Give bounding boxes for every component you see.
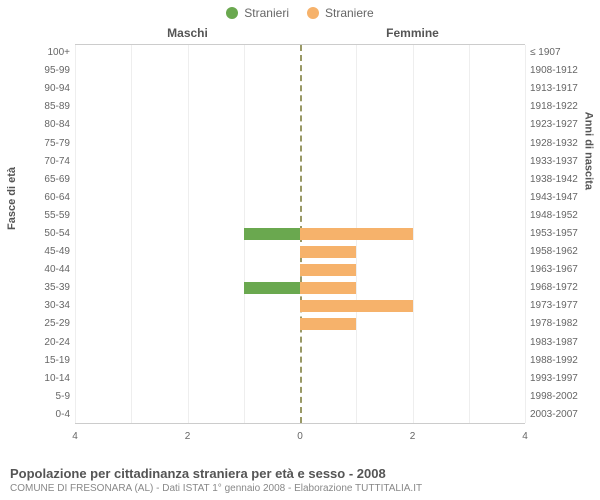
y-label-birth: 1948-1952 xyxy=(530,210,590,221)
y-label-age: 85-89 xyxy=(20,101,70,112)
table-row xyxy=(75,135,525,153)
y-label-age: 95-99 xyxy=(20,65,70,76)
y-label-age: 10-14 xyxy=(20,373,70,384)
y-label-age: 55-59 xyxy=(20,210,70,221)
legend-item-female: Straniere xyxy=(307,6,374,20)
bar-female xyxy=(300,264,356,276)
y-label-birth: 1933-1937 xyxy=(530,156,590,167)
y-label-birth: 1983-1987 xyxy=(530,337,590,348)
y-label-age: 50-54 xyxy=(20,228,70,239)
y-label-age: 15-19 xyxy=(20,355,70,366)
y-label-birth: 1993-1997 xyxy=(530,373,590,384)
y-label-birth: 1968-1972 xyxy=(530,282,590,293)
plot-area xyxy=(75,44,525,424)
bar-female xyxy=(300,318,356,330)
y-label-age: 5-9 xyxy=(20,391,70,402)
table-row xyxy=(75,369,525,387)
legend-label-female: Straniere xyxy=(325,6,374,20)
table-row xyxy=(75,45,525,63)
caption: Popolazione per cittadinanza straniera p… xyxy=(10,466,422,494)
y-label-age: 40-44 xyxy=(20,264,70,275)
table-row xyxy=(75,333,525,351)
y-label-age: 100+ xyxy=(20,47,70,58)
table-row xyxy=(75,351,525,369)
y-label-age: 35-39 xyxy=(20,282,70,293)
header-female: Femmine xyxy=(300,26,525,40)
y-label-birth: 2003-2007 xyxy=(530,409,590,420)
table-row xyxy=(75,189,525,207)
table-row xyxy=(75,315,525,333)
y-label-age: 90-94 xyxy=(20,83,70,94)
column-headers: Maschi Femmine xyxy=(75,26,525,40)
y-label-age: 65-69 xyxy=(20,174,70,185)
table-row xyxy=(75,171,525,189)
table-row xyxy=(75,261,525,279)
y-label-age: 30-34 xyxy=(20,300,70,311)
table-row xyxy=(75,405,525,423)
table-row xyxy=(75,117,525,135)
y-label-birth: 1908-1912 xyxy=(530,65,590,76)
y-label-age: 45-49 xyxy=(20,246,70,257)
x-tick: 2 xyxy=(410,431,416,442)
table-row xyxy=(75,279,525,297)
y-label-birth: 1988-1992 xyxy=(530,355,590,366)
y-label-age: 60-64 xyxy=(20,192,70,203)
y-label-age: 75-79 xyxy=(20,138,70,149)
bar-female xyxy=(300,282,356,294)
table-row xyxy=(75,225,525,243)
y-label-birth: 1913-1917 xyxy=(530,83,590,94)
y-label-age: 25-29 xyxy=(20,318,70,329)
y-label-age: 0-4 xyxy=(20,409,70,420)
caption-title: Popolazione per cittadinanza straniera p… xyxy=(10,466,422,481)
legend-label-male: Stranieri xyxy=(244,6,289,20)
y-label-birth: 1953-1957 xyxy=(530,228,590,239)
header-male: Maschi xyxy=(75,26,300,40)
y-label-birth: 1918-1922 xyxy=(530,101,590,112)
x-tick: 4 xyxy=(72,431,78,442)
y-label-birth: 1958-1962 xyxy=(530,246,590,257)
y-label-age: 20-24 xyxy=(20,337,70,348)
legend: Stranieri Straniere xyxy=(0,0,600,20)
bar-male xyxy=(244,228,300,240)
y-label-birth: 1923-1927 xyxy=(530,119,590,130)
table-row xyxy=(75,387,525,405)
legend-swatch-female xyxy=(307,7,319,19)
population-pyramid-chart: Stranieri Straniere Maschi Femmine Fasce… xyxy=(0,0,600,500)
x-tick: 4 xyxy=(522,431,528,442)
y-label-age: 70-74 xyxy=(20,156,70,167)
x-tick: 0 xyxy=(297,431,303,442)
bar-female xyxy=(300,300,413,312)
y-label-birth: 1928-1932 xyxy=(530,138,590,149)
table-row xyxy=(75,99,525,117)
bar-male xyxy=(244,282,300,294)
axis-title-left: Fasce di età xyxy=(6,167,18,230)
y-label-age: 80-84 xyxy=(20,119,70,130)
table-row xyxy=(75,153,525,171)
legend-item-male: Stranieri xyxy=(226,6,289,20)
y-label-birth: 1973-1977 xyxy=(530,300,590,311)
caption-subtitle: COMUNE DI FRESONARA (AL) - Dati ISTAT 1°… xyxy=(10,483,422,494)
y-label-birth: 1943-1947 xyxy=(530,192,590,203)
bar-female xyxy=(300,246,356,258)
y-label-birth: ≤ 1907 xyxy=(530,47,590,58)
table-row xyxy=(75,207,525,225)
x-tick: 2 xyxy=(185,431,191,442)
grid-line xyxy=(525,45,526,423)
legend-swatch-male xyxy=(226,7,238,19)
y-label-birth: 1938-1942 xyxy=(530,174,590,185)
table-row xyxy=(75,81,525,99)
y-label-birth: 1963-1967 xyxy=(530,264,590,275)
table-row xyxy=(75,63,525,81)
table-row xyxy=(75,243,525,261)
table-row xyxy=(75,297,525,315)
y-label-birth: 1978-1982 xyxy=(530,318,590,329)
y-label-birth: 1998-2002 xyxy=(530,391,590,402)
bar-female xyxy=(300,228,413,240)
